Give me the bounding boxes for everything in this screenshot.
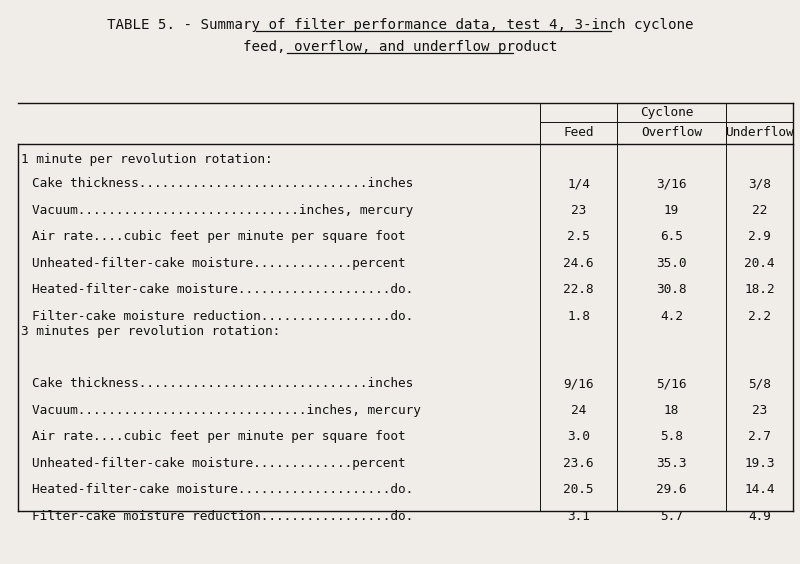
Text: 18.2: 18.2 (744, 283, 774, 296)
Text: 24: 24 (571, 404, 586, 417)
Text: 30.8: 30.8 (656, 283, 686, 296)
Text: feed, overflow, and underflow product: feed, overflow, and underflow product (242, 40, 558, 54)
Text: Underflow: Underflow (725, 126, 794, 139)
Text: Cake thickness..............................inches: Cake thickness..........................… (32, 177, 414, 190)
Text: 20.5: 20.5 (563, 483, 594, 496)
Text: 3/8: 3/8 (748, 177, 771, 190)
Text: 23: 23 (752, 404, 767, 417)
Text: 14.4: 14.4 (744, 483, 774, 496)
Text: Air rate....cubic feet per minute per square foot: Air rate....cubic feet per minute per sq… (32, 430, 406, 443)
Text: 18: 18 (664, 404, 679, 417)
Text: 5.7: 5.7 (660, 510, 683, 523)
Text: 2.7: 2.7 (748, 430, 771, 443)
Text: 19: 19 (664, 204, 679, 217)
Text: 5.8: 5.8 (660, 430, 683, 443)
Text: Cyclone: Cyclone (640, 106, 693, 119)
Text: 1 minute per revolution rotation:: 1 minute per revolution rotation: (21, 152, 273, 165)
Text: 35.0: 35.0 (656, 257, 686, 270)
Text: Vacuum.............................inches, mercury: Vacuum.............................inche… (32, 204, 414, 217)
Text: 19.3: 19.3 (744, 457, 774, 470)
Text: Vacuum..............................inches, mercury: Vacuum..............................inch… (32, 404, 421, 417)
Text: 6.5: 6.5 (660, 230, 683, 243)
Text: 23.6: 23.6 (563, 457, 594, 470)
Text: 9/16: 9/16 (563, 377, 594, 390)
Text: 3.1: 3.1 (567, 510, 590, 523)
Text: 3/16: 3/16 (656, 177, 686, 190)
Text: 22: 22 (752, 204, 767, 217)
Text: 4.2: 4.2 (660, 310, 683, 323)
Text: Heated-filter-cake moisture....................do.: Heated-filter-cake moisture.............… (32, 483, 414, 496)
Text: Cake thickness..............................inches: Cake thickness..........................… (32, 377, 414, 390)
Text: 5/8: 5/8 (748, 377, 771, 390)
Text: Heated-filter-cake moisture....................do.: Heated-filter-cake moisture.............… (32, 283, 414, 296)
Text: 20.4: 20.4 (744, 257, 774, 270)
Text: Unheated-filter-cake moisture.............percent: Unheated-filter-cake moisture...........… (32, 257, 406, 270)
Text: 24.6: 24.6 (563, 257, 594, 270)
Text: 2.5: 2.5 (567, 230, 590, 243)
Text: TABLE 5. - Summary of filter performance data, test 4, 3-inch cyclone: TABLE 5. - Summary of filter performance… (106, 18, 694, 32)
Text: 2.9: 2.9 (748, 230, 771, 243)
Text: 2.2: 2.2 (748, 310, 771, 323)
Text: Filter-cake moisture reduction.................do.: Filter-cake moisture reduction..........… (32, 310, 414, 323)
Text: Feed: Feed (563, 126, 594, 139)
Text: Air rate....cubic feet per minute per square foot: Air rate....cubic feet per minute per sq… (32, 230, 406, 243)
Text: 3 minutes per revolution rotation:: 3 minutes per revolution rotation: (21, 324, 280, 337)
Text: 35.3: 35.3 (656, 457, 686, 470)
Text: 1.8: 1.8 (567, 310, 590, 323)
Text: 22.8: 22.8 (563, 283, 594, 296)
Text: 5/16: 5/16 (656, 377, 686, 390)
Text: Overflow: Overflow (641, 126, 702, 139)
Text: Unheated-filter-cake moisture.............percent: Unheated-filter-cake moisture...........… (32, 457, 406, 470)
Text: 4.9: 4.9 (748, 510, 771, 523)
Text: 23: 23 (571, 204, 586, 217)
Text: 3.0: 3.0 (567, 430, 590, 443)
Text: 29.6: 29.6 (656, 483, 686, 496)
Text: 1/4: 1/4 (567, 177, 590, 190)
Text: Filter-cake moisture reduction.................do.: Filter-cake moisture reduction..........… (32, 510, 414, 523)
